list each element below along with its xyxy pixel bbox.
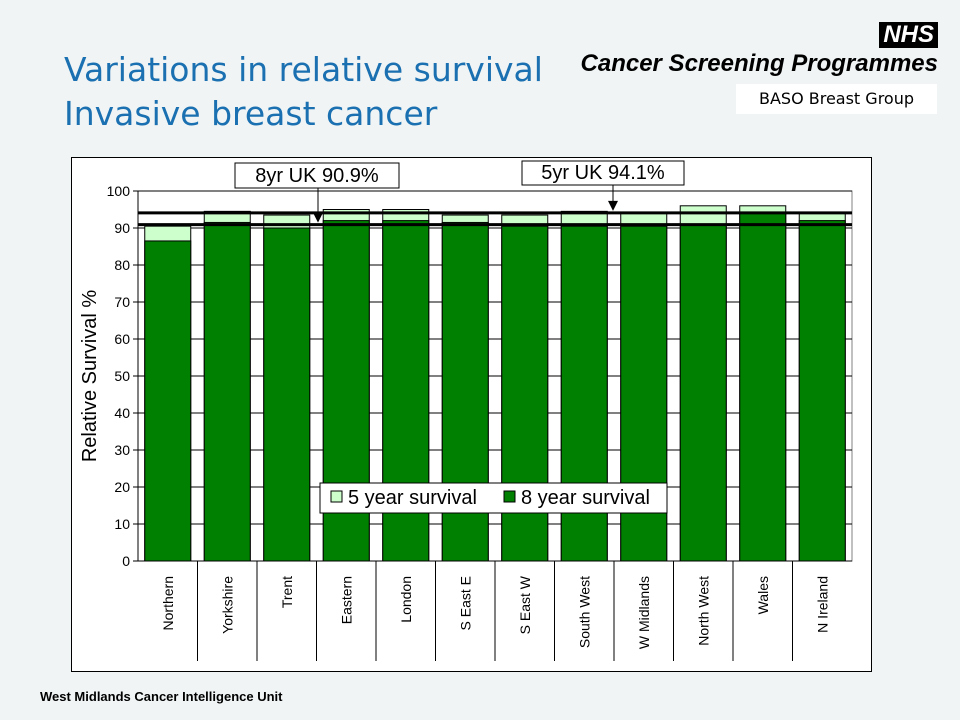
y-tick-label: 40 xyxy=(114,405,130,421)
slide-title-line-2: Invasive breast cancer xyxy=(64,94,438,133)
x-tick-label: Yorkshire xyxy=(219,576,235,634)
x-tick-label: S East W xyxy=(517,575,533,634)
y-tick-label: 10 xyxy=(114,516,130,532)
bar-8-year xyxy=(144,240,192,562)
nhs-logo-mark: NHS xyxy=(879,22,938,48)
legend: 5 year survival 8 year survival xyxy=(319,482,668,514)
bar-8-year xyxy=(739,212,787,562)
y-tick-label: 20 xyxy=(114,479,130,495)
x-tick-label: South West xyxy=(576,576,592,648)
callout-arrowhead xyxy=(608,200,618,211)
slide-title-line-1: Variations in relative survival xyxy=(64,50,543,89)
y-tick-label: 80 xyxy=(114,257,130,273)
y-tick-label: 30 xyxy=(114,442,130,458)
y-tick-label: 100 xyxy=(107,183,131,199)
legend-label-8-year: 8 year survival xyxy=(521,487,650,509)
y-tick-label: 50 xyxy=(114,368,130,384)
survival-bar-chart: 0 10 20 30 40 50 60 70 80 90 100 Northern Yorkshire T… xyxy=(79,160,853,661)
reference-callout-label: 5yr UK 94.1% xyxy=(541,162,665,184)
x-tick-label: Trent xyxy=(279,576,295,608)
y-tick-label: 60 xyxy=(114,331,130,347)
legend-box xyxy=(319,482,668,514)
x-tick-label: Northern xyxy=(160,576,176,630)
x-tick-label: North West xyxy=(695,576,711,646)
bar-8-year xyxy=(798,220,846,562)
chart-panel: 0 10 20 30 40 50 60 70 80 90 100 Northern Yorkshire T… xyxy=(71,157,872,672)
bar-8-year xyxy=(263,227,311,562)
footer-credit: West Midlands Cancer Intelligence Unit xyxy=(40,689,283,704)
bar-8-year xyxy=(679,223,727,562)
y-tick-label: 70 xyxy=(114,294,130,310)
nhs-cancer-screening-logo: NHS Cancer Screening Programmes xyxy=(581,22,938,84)
legend-swatch-5-year xyxy=(330,490,343,503)
x-tick-label: Wales xyxy=(755,576,771,614)
x-tick-label: London xyxy=(398,576,414,623)
bar-8-year xyxy=(203,221,251,562)
reference-callout-box xyxy=(521,160,685,186)
y-tick-label: 90 xyxy=(114,220,130,236)
baso-group-label: BASO Breast Group xyxy=(736,84,937,114)
reference-callout-box xyxy=(234,162,400,189)
slide-title: Variations in relative survival Invasive… xyxy=(64,48,543,136)
x-tick-label: N Ireland xyxy=(814,576,830,633)
programme-name: Cancer Screening Programmes xyxy=(580,50,938,77)
callout-arrowhead xyxy=(313,212,323,223)
legend-swatch-8-year xyxy=(503,490,516,503)
y-axis-title: Relative Survival % xyxy=(79,290,101,463)
x-tick-label: S East E xyxy=(457,576,473,630)
legend-label-5-year: 5 year survival xyxy=(348,487,477,509)
y-tick-label: 0 xyxy=(122,553,130,569)
x-tick-label: Eastern xyxy=(338,576,354,624)
reference-callout-label: 8yr UK 90.9% xyxy=(255,165,379,187)
x-tick-label: W Midlands xyxy=(636,576,652,649)
